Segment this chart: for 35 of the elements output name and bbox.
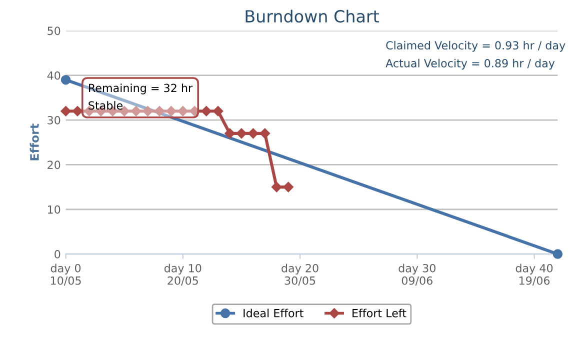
annotation: Remaining = 32 hr Stable — [88, 84, 193, 110]
y-tick-label: 50 — [48, 26, 60, 36]
x-tick-label: day 20 30/05 — [282, 264, 318, 286]
point — [201, 106, 212, 116]
point — [248, 128, 258, 139]
annotation: Actual Velocity = 0.89 hr / day — [386, 58, 555, 70]
x-tick-label: day 40 19/06 — [516, 264, 553, 286]
y-tick-label: 40 — [47, 71, 60, 80]
x-tick-label: day 0 10/05 — [50, 264, 81, 286]
legend-label: Effort Left — [352, 308, 406, 318]
y-tick-label: 20 — [48, 160, 60, 170]
y-tick-label: 30 — [48, 116, 60, 124]
chart-title: Burndown Chart — [246, 10, 379, 23]
legend-label: Ideal Effort — [244, 308, 304, 318]
point — [283, 182, 294, 192]
point — [166, 106, 176, 116]
y-axis-title: Effort — [30, 124, 39, 160]
point — [142, 106, 153, 116]
point — [236, 128, 247, 139]
point — [224, 128, 235, 139]
point — [212, 106, 224, 116]
y-tick-label: 10 — [48, 205, 60, 214]
x-tick-label: day 10 20/05 — [164, 264, 202, 286]
point — [60, 74, 71, 85]
point — [260, 128, 270, 139]
point — [552, 249, 563, 259]
point — [178, 106, 188, 116]
annotation: Claimed Velocity = 0.93 hr / day — [386, 40, 566, 52]
point — [60, 106, 71, 116]
x-tick-label: day 30 09/06 — [398, 264, 436, 286]
point — [130, 106, 142, 116]
point — [271, 182, 282, 192]
point — [154, 106, 165, 116]
point — [72, 106, 83, 116]
y-tick-label: 0 — [54, 250, 60, 258]
